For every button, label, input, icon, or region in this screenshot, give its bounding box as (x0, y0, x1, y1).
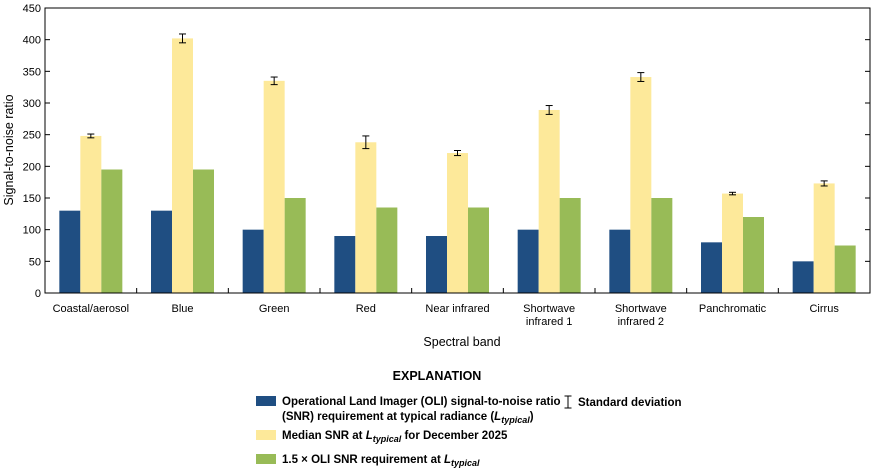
bar-oli-7 (701, 242, 722, 293)
bar-median-6 (630, 77, 652, 294)
y-tick-label-1: 50 (29, 256, 41, 268)
bar-oli-4 (426, 236, 447, 293)
x-tick-label-6: Shortwave infrared 2 (615, 303, 667, 328)
legend-label-median-line-0: Median SNR at Ltypical for December 2025 (282, 430, 508, 444)
legend-title: EXPLANATION (393, 369, 482, 383)
bar-oli-8 (792, 261, 814, 293)
bar-oli-0 (59, 210, 81, 293)
x-tick-label-0: Coastal/aerosol (53, 303, 129, 315)
error-bars-layer (87, 33, 828, 196)
y-tick-label-3: 150 (23, 193, 41, 205)
y-tick-label-5: 250 (23, 130, 41, 142)
legend-swatch-oli15 (256, 454, 276, 464)
axes-layer: 0 50 100 150 200 250 300 350 400 450 (23, 3, 871, 300)
legend-std-dev-icon (564, 395, 572, 409)
legend-label-std-dev: Standard deviation (578, 397, 682, 409)
error-bar-7 (729, 191, 736, 196)
bar-oli15-2 (284, 198, 306, 293)
error-bar-6 (637, 72, 645, 82)
bar-median-3 (355, 142, 377, 293)
bar-median-8 (813, 183, 835, 293)
bar-oli15-5 (559, 198, 581, 293)
error-bar-4 (454, 150, 461, 157)
bar-oli-5 (517, 229, 539, 293)
y-tick-label-9: 450 (23, 3, 41, 15)
y-tick-label-2: 100 (23, 225, 41, 237)
x-tick-label-8: Cirrus (809, 303, 839, 315)
bar-oli-6 (609, 229, 631, 293)
x-tick-labels: Coastal/aerosol Blue Green Red Near infrared… (53, 303, 840, 328)
y-tick-label-8: 400 (23, 35, 41, 47)
bar-oli-2 (242, 229, 264, 293)
error-bar-2 (270, 76, 278, 86)
legend-swatch-oli (256, 396, 276, 406)
y-tick-label-6: 300 (23, 98, 41, 110)
x-axis-title: Spectral band (423, 335, 500, 349)
bar-oli15-3 (376, 207, 398, 293)
error-bar-1 (179, 33, 186, 44)
legend-label-oli-line-1: (SNR) requirement at typical radiance (L… (282, 411, 534, 425)
error-bar-3 (362, 135, 370, 150)
bars-layer (59, 38, 856, 294)
error-bar-0 (87, 133, 95, 139)
bar-median-7 (722, 193, 743, 293)
bar-oli-1 (151, 210, 172, 293)
x-tick-label-5: Shortwave infrared 1 (523, 303, 575, 328)
bar-oli-3 (334, 236, 356, 293)
x-tick-label-1: Blue (171, 303, 193, 315)
bar-oli15-8 (834, 245, 856, 293)
bar-median-2 (263, 80, 285, 293)
plot-frame (44, 7, 871, 294)
y-axis-title: Signal-to-noise ratio (2, 94, 16, 205)
bar-oli15-1 (193, 169, 214, 293)
bar-oli15-0 (101, 169, 123, 293)
bar-oli15-4 (468, 207, 489, 293)
legend: EXPLANATION Operational Land Imager (OLI… (256, 369, 682, 468)
y-tick-label-7: 350 (23, 66, 41, 78)
legend-label-oli-line-0: Operational Land Imager (OLI) signal-to-… (282, 396, 561, 408)
bar-median-0 (80, 135, 102, 293)
legend-label-oli15-line-0: 1.5 × OLI SNR requirement at Ltypical (282, 454, 480, 468)
bar-oli15-7 (743, 217, 764, 293)
x-tick-label-3: Red (356, 303, 376, 315)
y-tick-label-4: 200 (23, 161, 41, 173)
x-tick-label-7: Panchromatic (699, 303, 767, 315)
y-tick-label-0: 0 (35, 288, 41, 300)
bar-median-5 (538, 109, 560, 293)
error-bar-8 (820, 180, 828, 187)
error-bar-5 (545, 105, 553, 115)
legend-swatch-median (256, 430, 276, 440)
x-tick-label-2: Green (259, 303, 290, 315)
bar-median-1 (172, 38, 193, 294)
bar-median-4 (447, 153, 468, 293)
x-tick-label-4: Near infrared (425, 303, 489, 315)
bar-oli15-6 (651, 198, 673, 293)
